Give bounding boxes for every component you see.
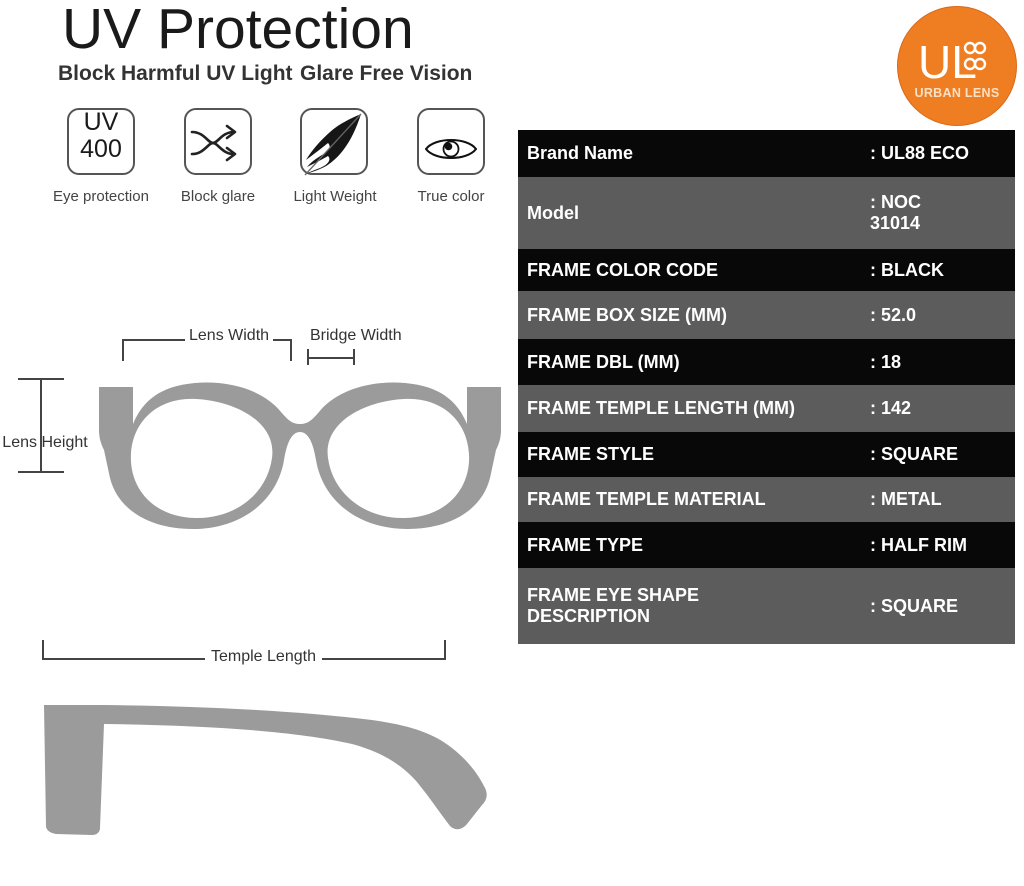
svg-text:URBAN LENS: URBAN LENS — [915, 86, 1000, 100]
